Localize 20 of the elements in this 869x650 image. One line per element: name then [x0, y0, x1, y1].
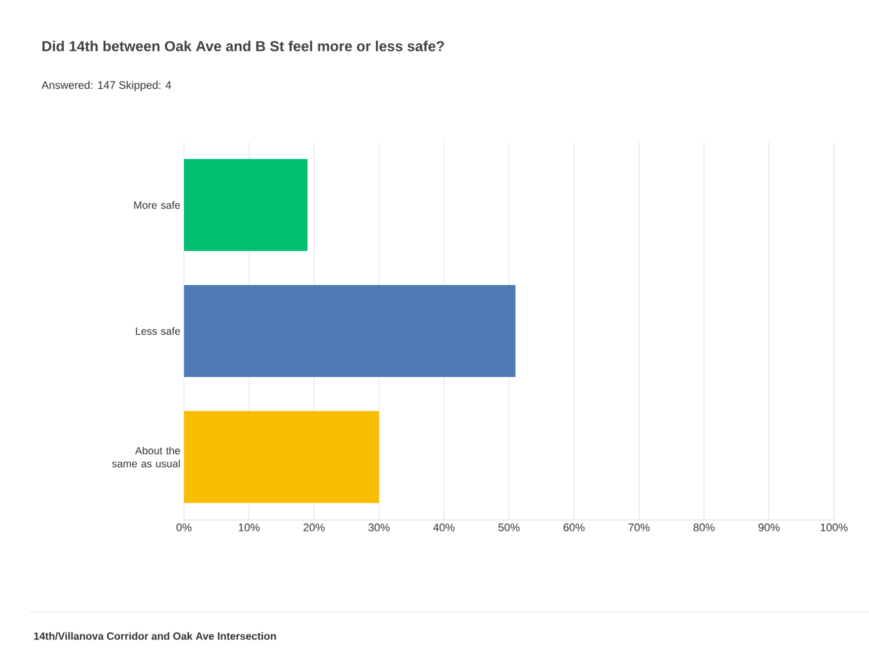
- x-tick-label: 80%: [694, 524, 715, 532]
- bar: [184, 411, 380, 504]
- x-tick-label: 90%: [758, 524, 780, 532]
- x-tick-label: 50%: [498, 524, 520, 532]
- x-tick-label: 100%: [820, 524, 848, 532]
- y-tick-label: More safe: [134, 201, 180, 209]
- text: 14th/Villanova Corridor and Oak Ave Intersection: [34, 632, 276, 640]
- bar: [184, 285, 516, 378]
- y-tick-label: About the same as usual: [112, 446, 180, 468]
- x-tick-label: 40%: [433, 524, 455, 532]
- x-tick-label: 60%: [564, 524, 585, 532]
- x-tick-label: 30%: [368, 524, 390, 532]
- x-tick-label: 0%: [176, 524, 192, 532]
- x-tick-label: 10%: [238, 524, 260, 532]
- chart-subtitle: Answered: 147 Skipped: 4: [42, 80, 172, 92]
- y-tick-label: Less safe: [136, 327, 180, 335]
- bar: [184, 159, 308, 252]
- x-tick-label: 70%: [628, 524, 650, 532]
- chart-title: Did 14th between Oak Ave and B St feel more or less safe?: [42, 40, 444, 52]
- x-tick-label: 20%: [304, 524, 325, 532]
